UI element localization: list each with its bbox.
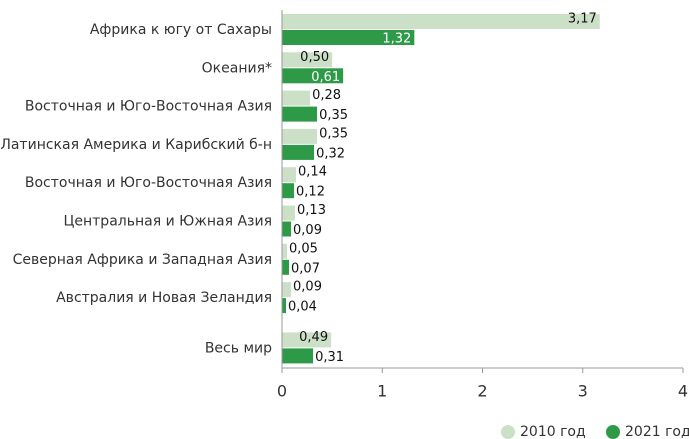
bar [282, 144, 315, 160]
value-label: 0,31 [315, 350, 344, 365]
value-label: 0,28 [312, 88, 341, 103]
x-tick-label: 4 [678, 382, 688, 401]
category-label: Африка к югу от Сахары [90, 22, 272, 38]
category-label: Центральная и Южная Азия [64, 214, 272, 230]
category-label: Океания* [202, 60, 272, 76]
bar [282, 332, 332, 348]
value-label: 0,35 [319, 108, 348, 123]
bar [282, 282, 292, 298]
value-label: 0,14 [298, 165, 327, 180]
bar [282, 14, 600, 29]
bar [282, 298, 287, 314]
bar [282, 183, 295, 199]
value-label: 0,07 [291, 261, 320, 276]
x-tick-label: 3 [578, 382, 588, 401]
value-label: 0,13 [297, 203, 326, 218]
x-tick-label: 2 [477, 382, 487, 401]
category-label: Латинская Америка и Карибский б-н [0, 137, 272, 153]
value-label: 1,32 [382, 32, 411, 47]
value-label: 0,35 [319, 126, 348, 141]
x-tick-label: 1 [377, 382, 387, 401]
value-label: 3,17 [568, 12, 597, 27]
category-label: Весь мир [205, 340, 272, 356]
value-label: 0,12 [296, 185, 325, 200]
category-label: Восточная и Юго-Восточная Азия [25, 99, 272, 115]
bar [282, 167, 297, 183]
legend-label: 2010 год [520, 424, 586, 439]
bar [282, 68, 344, 84]
bar [282, 205, 296, 221]
bar [282, 128, 318, 144]
bar [282, 243, 288, 259]
value-label: 0,04 [288, 300, 317, 315]
category-label: Северная Африка и Западная Азия [13, 252, 272, 268]
bar [282, 259, 290, 275]
bar [282, 221, 292, 237]
bar [282, 348, 314, 364]
value-label: 0,49 [299, 330, 328, 345]
value-label: 0,09 [293, 223, 322, 238]
value-label: 0,09 [293, 280, 322, 295]
legend-label: 2021 год [625, 424, 689, 439]
category-label: Восточная и Юго-Восточная Азия [25, 175, 272, 191]
value-label: 0,32 [316, 146, 345, 161]
category-label: Австралия и Новая Зеландия [56, 290, 272, 306]
bar [282, 30, 415, 45]
legend-marker [501, 425, 515, 439]
x-tick-label: 0 [277, 382, 287, 401]
legend-marker [606, 425, 620, 439]
value-label: 0,61 [311, 70, 340, 85]
value-label: 0,05 [289, 241, 318, 256]
value-label: 0,50 [300, 50, 329, 65]
bar [282, 106, 318, 122]
bar [282, 90, 311, 106]
bar [282, 52, 333, 68]
